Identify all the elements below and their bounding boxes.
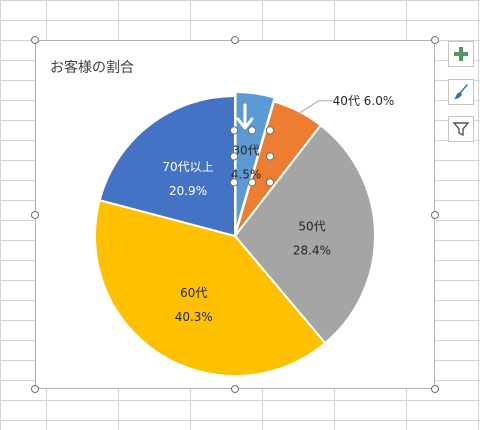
filter-icon [452,122,470,137]
resize-handle-right[interactable] [431,211,439,219]
label-selection-handle[interactable] [229,152,239,161]
cursor-icon [236,103,254,130]
label-selection-handle[interactable] [247,126,257,135]
resize-handle-bottom-left[interactable] [31,385,39,393]
plus-icon [454,47,468,61]
resize-handle-bottom-right[interactable] [431,385,439,393]
chart-styles-button[interactable] [448,79,474,105]
label-selection-handle[interactable] [265,178,275,187]
data-label-value-4[interactable]: 20.9% [169,184,207,198]
chart-elements-button[interactable] [448,41,474,67]
label-selection-handle[interactable] [247,178,257,187]
pie-slice-4[interactable] [98,94,236,238]
data-label-name-3[interactable]: 60代 [180,286,207,300]
brush-icon [454,84,468,99]
resize-handle-top[interactable] [231,36,239,44]
data-label-name-4[interactable]: 70代以上 [162,160,213,174]
resize-handle-top-left[interactable] [31,36,39,44]
data-label-value-0[interactable]: 4.5% [231,167,262,181]
leader-line [296,100,333,116]
resize-handle-top-right[interactable] [431,36,439,44]
data-label-value-2[interactable]: 28.4% [293,243,331,257]
pie-slice-2[interactable] [233,123,376,345]
data-label-value-3[interactable]: 40.3% [175,310,213,324]
pie-slice-3[interactable] [94,198,327,377]
data-label-name-0[interactable]: 30代 [232,143,259,157]
chart-title[interactable]: お客様の割合 [50,60,134,76]
resize-handle-bottom[interactable] [231,385,239,393]
label-selection-handle[interactable] [229,126,239,135]
resize-handle-left[interactable] [31,211,39,219]
label-selection-handle[interactable] [265,152,275,161]
data-label-1[interactable]: 40代 6.0% [333,94,395,108]
chart-filters-button[interactable] [448,116,474,142]
data-label-name-2[interactable]: 50代 [298,219,325,233]
label-selection-handle[interactable] [229,178,239,187]
label-selection-handle[interactable] [265,126,275,135]
